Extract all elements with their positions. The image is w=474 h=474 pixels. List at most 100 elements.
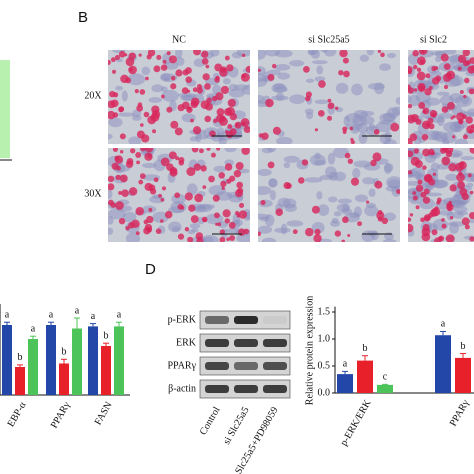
cell <box>236 233 250 242</box>
cell <box>466 182 474 188</box>
cell <box>391 186 400 197</box>
droplet <box>222 209 231 218</box>
droplet <box>118 106 124 113</box>
cell <box>128 136 142 144</box>
significance-label: b <box>461 341 466 352</box>
droplet <box>457 181 466 190</box>
droplet <box>181 87 189 94</box>
droplet <box>186 106 192 111</box>
cell <box>445 173 459 181</box>
droplet <box>409 133 418 141</box>
droplet <box>428 86 433 91</box>
droplet <box>141 134 150 143</box>
droplet <box>143 111 150 118</box>
droplet <box>422 109 427 114</box>
bar <box>114 326 124 395</box>
droplet <box>445 150 453 158</box>
droplet <box>193 50 201 56</box>
droplet <box>235 123 239 127</box>
bar <box>357 360 373 393</box>
cell <box>275 92 285 101</box>
droplet <box>377 209 383 215</box>
droplet <box>118 190 123 195</box>
droplet <box>112 112 119 118</box>
protein-label: β-actin <box>168 383 196 394</box>
droplet <box>156 54 162 60</box>
cell <box>387 179 400 189</box>
droplet <box>215 222 219 226</box>
droplet <box>118 50 126 58</box>
droplet <box>115 201 124 210</box>
droplet <box>440 148 447 154</box>
droplet <box>227 98 236 108</box>
droplet <box>166 163 174 171</box>
droplet <box>116 166 121 171</box>
micrograph <box>108 148 250 242</box>
droplet <box>175 156 180 161</box>
droplet <box>158 193 162 198</box>
cell <box>305 78 315 83</box>
droplet <box>146 215 154 224</box>
droplet <box>162 59 167 64</box>
cell <box>186 183 198 196</box>
y-tick-label: 1.5 <box>318 306 331 317</box>
droplet <box>468 88 474 95</box>
droplet <box>194 193 203 203</box>
cell <box>387 52 396 59</box>
droplet <box>196 87 203 94</box>
droplet <box>241 148 250 156</box>
droplet <box>186 167 196 177</box>
droplet <box>422 148 430 157</box>
droplet <box>432 172 437 176</box>
droplet <box>112 148 119 152</box>
droplet <box>135 231 140 236</box>
droplet <box>153 65 161 73</box>
droplet <box>459 188 468 196</box>
cell <box>306 112 314 120</box>
droplet <box>227 124 233 129</box>
droplet <box>203 218 207 223</box>
band <box>205 362 229 370</box>
cell <box>213 165 227 173</box>
droplet <box>350 137 354 142</box>
cell <box>238 168 250 174</box>
droplet <box>166 51 171 56</box>
lane-label: si Slc25a5 <box>221 405 251 446</box>
droplet <box>110 57 116 63</box>
droplet <box>408 138 413 144</box>
band <box>234 316 258 324</box>
droplet <box>134 89 139 94</box>
cell <box>358 132 368 144</box>
droplet <box>449 184 457 192</box>
droplet <box>177 203 184 210</box>
cell <box>258 186 272 196</box>
droplet <box>175 69 183 77</box>
band <box>234 385 258 393</box>
droplet <box>217 222 222 227</box>
droplet <box>170 120 179 129</box>
droplet <box>344 152 351 159</box>
cell <box>161 89 179 102</box>
significance-label: b <box>18 352 23 363</box>
droplet <box>174 127 183 136</box>
droplet <box>119 174 128 183</box>
droplet <box>412 50 419 57</box>
band <box>263 339 287 347</box>
bar <box>88 326 98 395</box>
droplet <box>177 104 185 112</box>
droplet <box>200 165 207 172</box>
droplet <box>461 217 470 226</box>
cell <box>330 220 341 227</box>
cell <box>258 77 268 87</box>
bar <box>46 325 56 395</box>
cell <box>366 50 374 56</box>
droplet <box>377 50 382 53</box>
droplet <box>161 94 165 99</box>
droplet <box>452 135 456 139</box>
droplet <box>238 202 245 208</box>
droplet <box>112 92 119 98</box>
bar <box>377 384 393 393</box>
droplet <box>184 226 190 232</box>
cell <box>218 135 227 144</box>
droplet <box>343 70 350 78</box>
